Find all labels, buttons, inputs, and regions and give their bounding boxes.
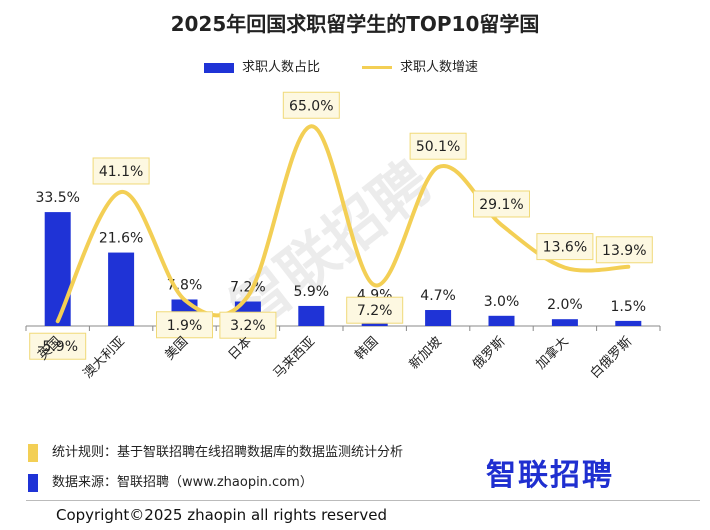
bar-9 <box>615 320 642 326</box>
growth-value-label: 41.1% <box>99 164 143 180</box>
note-source-marker <box>28 473 38 492</box>
note-rule: 统计规则：基于智联招聘在线招聘数据库的数据监测统计分析 <box>28 441 403 462</box>
growth-value-label: 7.2% <box>357 303 393 319</box>
growth-label-box <box>29 332 87 360</box>
growth-value-label: 65.0% <box>289 98 333 114</box>
bar-4 <box>298 305 325 326</box>
growth-label-box <box>156 311 213 339</box>
chart-title: 2025年回国求职留学生的TOP10留学国 <box>170 12 540 36</box>
legend-bar-label: 求职人数占比 <box>242 60 321 75</box>
growth-label-box <box>536 233 594 261</box>
growth-label-box <box>473 190 530 218</box>
growth-value-label: 13.6% <box>543 240 587 256</box>
growth-value-label: 1.9% <box>167 318 203 334</box>
growth-value-label: 29.1% <box>479 197 523 213</box>
growth-label-box <box>282 91 340 119</box>
growth-label-box <box>346 296 404 324</box>
bar-8 <box>551 319 578 326</box>
x-tick-label: 白俄罗斯 <box>587 334 635 382</box>
growth-line <box>55 124 631 324</box>
bar-value-label: 3.0% <box>484 294 520 310</box>
x-tick-label: 韩国 <box>353 334 382 363</box>
x-tick-label: 澳大利亚 <box>80 334 128 382</box>
growth-value-label: -5.9% <box>37 339 78 355</box>
bar-value-label: 2.0% <box>547 297 583 313</box>
bar-1 <box>108 252 135 326</box>
note-rule-marker <box>28 443 38 462</box>
growth-value-label: 13.9% <box>602 243 646 259</box>
bar-0 <box>44 212 71 326</box>
growth-value-label: 3.2% <box>230 318 266 334</box>
footer-divider <box>26 500 700 501</box>
legend-line-swatch <box>362 66 392 69</box>
bar-value-label: 33.5% <box>35 190 79 206</box>
growth-label-box <box>92 157 150 185</box>
bar-value-label: 21.6% <box>99 231 143 247</box>
growth-label-box <box>219 311 277 339</box>
brand-logo: 智联招聘 <box>486 458 614 493</box>
note-source-text: 数据来源：智联招聘（www.zhaopin.com） <box>52 475 313 490</box>
bar-7 <box>488 315 515 326</box>
x-tick-label: 俄罗斯 <box>470 334 508 372</box>
bar-value-label: 4.7% <box>420 288 456 304</box>
chart-plot: 33.5%21.6%7.8% 7.2% 5.9% 4.9% 4.7% 3.0% 2.0% 1.… <box>25 91 661 382</box>
legend-item-line: 求职人数增速 <box>362 56 478 75</box>
x-tick-label: 加拿大 <box>533 334 572 373</box>
x-tick-label: 新加坡 <box>406 334 445 373</box>
copyright: Copyright©2025 zhaopin all rights reserv… <box>56 506 387 524</box>
bar-value-label: 1.5% <box>611 299 647 315</box>
x-tick-label: 马来西亚 <box>271 334 318 381</box>
x-tick-label: 美国 <box>162 334 191 363</box>
legend-item-bar: 求职人数占比 <box>204 56 320 75</box>
legend-line-label: 求职人数增速 <box>400 60 479 75</box>
legend-bar-swatch <box>204 62 234 73</box>
growth-value-label: 50.1% <box>416 139 460 155</box>
bar-value-label: 5.9% <box>294 284 330 300</box>
growth-label-box <box>595 236 653 264</box>
note-source: 数据来源：智联招聘（www.zhaopin.com） <box>28 471 313 492</box>
bar-value-label: 7.2% <box>230 280 266 296</box>
note-rule-text: 统计规则：基于智联招聘在线招聘数据库的数据监测统计分析 <box>52 445 404 460</box>
growth-label-box <box>409 132 467 160</box>
bar-6 <box>425 310 452 326</box>
